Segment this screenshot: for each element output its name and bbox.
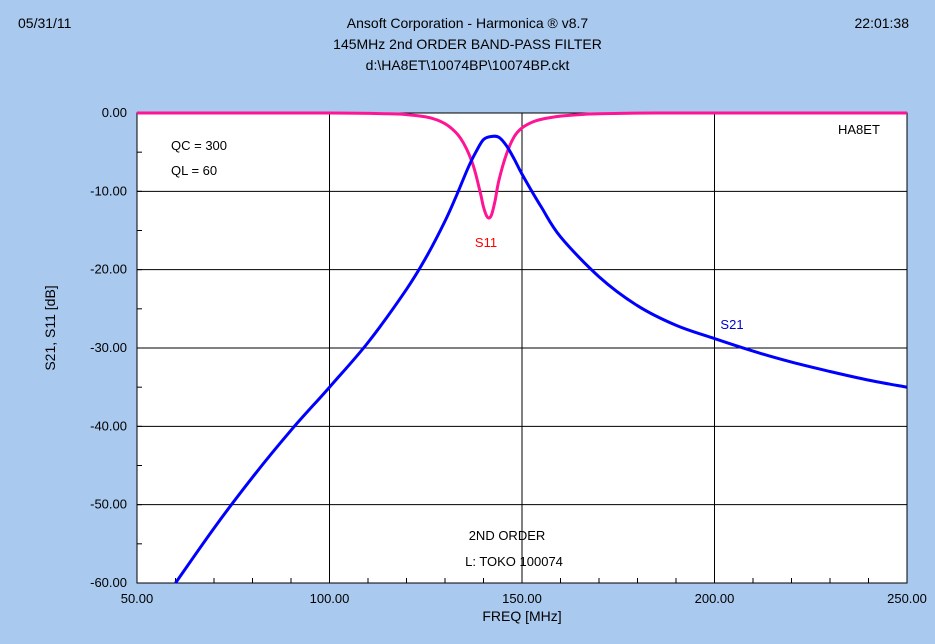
grid <box>137 113 907 583</box>
y-tick-label: -60.00 <box>90 575 127 590</box>
series-line-s11 <box>136 111 907 220</box>
series-line-s21 <box>174 134 908 584</box>
series-group <box>136 111 908 584</box>
file-path: d:\HA8ET\10074BP\10074BP.ckt <box>365 57 570 73</box>
ql-annotation: QL = 60 <box>171 163 217 178</box>
qc-annotation: QC = 300 <box>171 138 227 153</box>
y-tick-labels: 0.00 -10.00 -20.00 -30.00 -40.00 -50.00 -60.00 <box>90 105 127 590</box>
time-label: 22:01:38 <box>854 15 910 31</box>
y-tick-label: -30.00 <box>90 340 127 355</box>
y-tick-label: -10.00 <box>90 183 127 198</box>
x-tick-label: 250.00 <box>887 591 927 606</box>
software-title: Ansoft Corporation - Harmonica ® v8.7 <box>346 15 589 31</box>
minor-ticks <box>137 151 869 583</box>
date-label: 05/31/11 <box>18 15 72 31</box>
y-tick-label: -50.00 <box>90 497 127 512</box>
y-tick-label: -40.00 <box>90 418 127 433</box>
y-tick-label: -20.00 <box>90 262 127 277</box>
x-tick-label: 200.00 <box>695 591 735 606</box>
x-axis-label: FREQ [MHz] <box>482 608 561 624</box>
s21-series-label: S21 <box>720 317 743 332</box>
x-tick-label: 50.00 <box>121 591 154 606</box>
x-tick-label: 100.00 <box>310 591 350 606</box>
y-axis-label: S21, S11 [dB] <box>42 285 58 370</box>
author-annotation: HA8ET <box>838 122 880 137</box>
y-tick-label: 0.00 <box>102 105 127 120</box>
x-tick-label: 150.00 <box>502 591 542 606</box>
inductor-annotation: L: TOKO 100074 <box>465 554 563 569</box>
x-tick-labels: 50.00 100.00 150.00 200.00 250.00 <box>121 591 927 606</box>
order-annotation: 2ND ORDER <box>469 528 546 543</box>
chart-title: 145MHz 2nd ORDER BAND-PASS FILTER <box>333 36 602 52</box>
s11-series-label: S11 <box>475 235 497 250</box>
